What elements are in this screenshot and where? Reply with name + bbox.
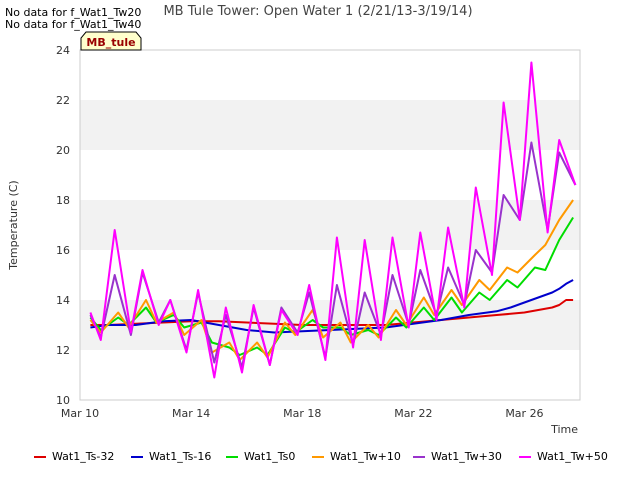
series-line-wat1-ts0	[89, 216, 574, 356]
legend-item: Wat1_Ts0	[226, 450, 295, 463]
x-tick-label: Mar 14	[172, 407, 210, 420]
legend-label: Wat1_Tw+30	[431, 450, 502, 463]
legend-label: Wat1_Tw+10	[330, 450, 401, 463]
legend-label: Wat1_Ts0	[244, 450, 296, 463]
y-axis-title: Temperature (C)	[7, 180, 20, 270]
y-tick-label: 10	[56, 394, 70, 407]
no-data-note-2: No data for f_Wat1_Tw40	[5, 18, 142, 31]
y-tick-label: 24	[56, 44, 70, 57]
legend-label: Wat1_Ts-32	[52, 450, 115, 463]
station-badge: MB_tule	[80, 31, 142, 51]
x-tick-label: Mar 10	[61, 407, 99, 420]
legend-item: Wat1_Tw+10	[312, 450, 401, 463]
legend-swatch	[519, 456, 531, 458]
y-tick-label: 18	[56, 194, 70, 207]
x-tick-label: Mar 26	[505, 407, 543, 420]
y-tick-label: 12	[56, 344, 70, 357]
legend-swatch	[34, 456, 46, 458]
legend-swatch	[131, 456, 143, 458]
series-line-wat1-tw-50	[89, 61, 577, 379]
legend-item: Wat1_Tw+50	[519, 450, 608, 463]
station-badge-label: MB_tule	[86, 36, 135, 49]
legend-swatch	[226, 456, 238, 458]
legend-item: Wat1_Tw+30	[413, 450, 502, 463]
legend: Wat1_Ts-32 Wat1_Ts-16 Wat1_Ts0 Wat1_Tw+10 Wa…	[0, 450, 640, 472]
x-axis-title: Time	[550, 423, 578, 436]
legend-swatch	[413, 456, 425, 458]
y-tick-label: 22	[56, 94, 70, 107]
legend-label: Wat1_Ts-16	[149, 450, 212, 463]
legend-swatch	[312, 456, 324, 458]
y-tick-label: 16	[56, 244, 70, 257]
no-data-note-1: No data for f_Wat1_Tw20	[5, 6, 142, 19]
grid-band	[80, 100, 580, 150]
y-tick-label: 20	[56, 144, 70, 157]
legend-label: Wat1_Tw+50	[537, 450, 608, 463]
series-line-wat1-tw-10	[89, 199, 574, 361]
x-tick-label: Mar 22	[394, 407, 432, 420]
legend-item: Wat1_Ts-32	[34, 450, 114, 463]
x-tick-label: Mar 18	[283, 407, 321, 420]
chart-title: MB Tule Tower: Open Water 1 (2/21/13-3/1…	[163, 4, 472, 19]
legend-item: Wat1_Ts-16	[131, 450, 211, 463]
grid-band	[80, 200, 580, 250]
y-tick-label: 14	[56, 294, 70, 307]
